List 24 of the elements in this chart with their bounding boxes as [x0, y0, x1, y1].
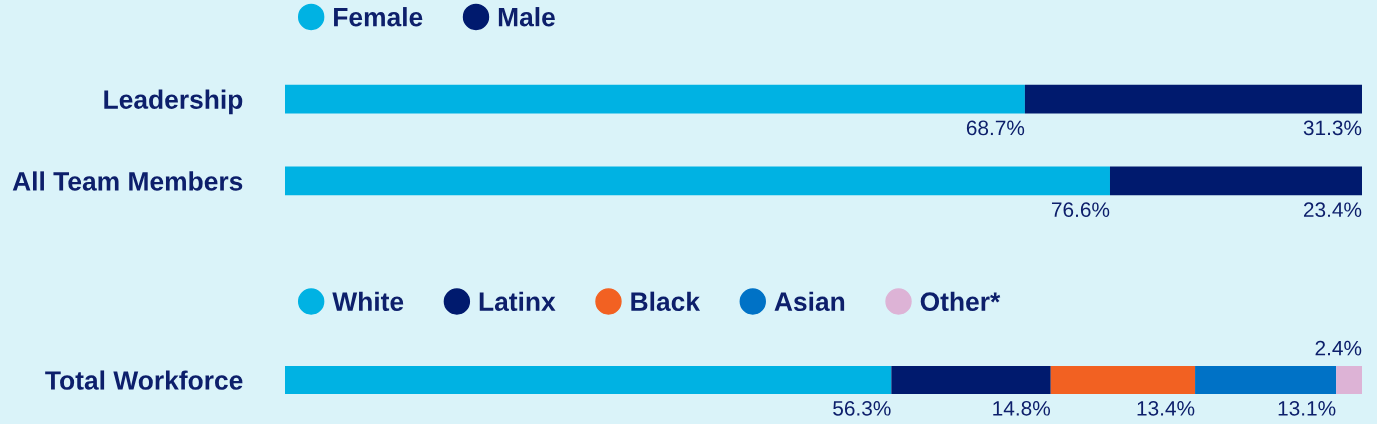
- legend-label: Other*: [920, 291, 1001, 312]
- bar: [285, 366, 892, 394]
- legend-label: Female: [334, 7, 423, 27]
- data-label: 2.4%: [1315, 340, 1362, 356]
- legend-label: Male: [498, 7, 555, 27]
- data-label: 14.8%: [993, 400, 1051, 416]
- bar: [1050, 366, 1196, 394]
- text: White: [332, 291, 404, 312]
- y-tick-label: Leadership: [104, 89, 243, 115]
- y-tick-label: All Team Members: [12, 171, 243, 191]
- data-label: 13.4%: [1137, 400, 1195, 416]
- legend-label: Black: [631, 291, 701, 312]
- legend-label: Latinx: [479, 291, 556, 312]
- data-label: 68.7%: [966, 120, 1025, 136]
- bar: [891, 366, 1051, 394]
- data-label: 13.1%: [1278, 400, 1336, 416]
- data-label: 23.4%: [1303, 202, 1362, 218]
- data-label: 76.6%: [1051, 202, 1110, 218]
- data-label: 31.3%: [1303, 120, 1362, 136]
- data-label: 56.3%: [833, 400, 891, 416]
- legend-label: Asian: [774, 291, 845, 312]
- y-tick-label: Total Workforce: [45, 370, 243, 390]
- bar: [1336, 366, 1362, 394]
- bar: [1195, 366, 1337, 394]
